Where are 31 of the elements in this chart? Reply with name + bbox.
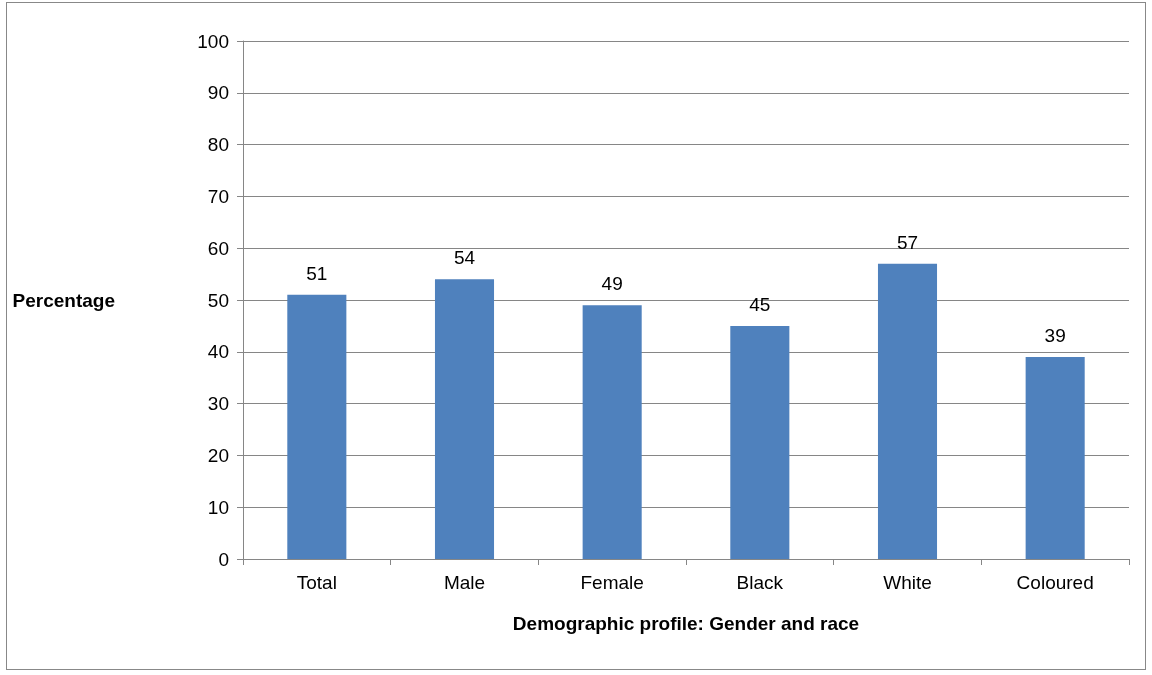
bar — [877, 263, 938, 559]
x-tick-label: Female — [580, 572, 644, 593]
data-label: 54 — [453, 247, 476, 269]
data-label: 45 — [749, 293, 771, 315]
y-tick-label: 50 — [207, 289, 229, 311]
y-tick-label: 90 — [207, 82, 229, 104]
bar — [287, 294, 347, 559]
x-tick-label: Black — [736, 572, 784, 593]
bar — [434, 279, 495, 559]
x-tick-label: Total — [296, 572, 337, 593]
y-tick-label: 80 — [207, 134, 229, 156]
y-tick-label: 100 — [197, 30, 229, 52]
data-label: 57 — [896, 231, 919, 253]
data-label: 51 — [306, 262, 328, 284]
y-tick-label: 0 — [218, 548, 229, 570]
y-tick-label: 70 — [207, 185, 229, 207]
y-tick-label: 60 — [207, 237, 229, 259]
bar — [730, 325, 790, 559]
x-axis-title: Demographic profile: Gender and race — [512, 613, 860, 634]
data-label: 39 — [1044, 324, 1066, 346]
y-tick-label: 40 — [207, 341, 229, 363]
y-tick-label: 10 — [207, 496, 229, 518]
x-tick-label: Coloured — [1016, 572, 1094, 593]
y-axis-title: Percentage — [12, 289, 115, 311]
y-tick-label: 30 — [207, 393, 229, 415]
bar — [582, 305, 642, 559]
data-label: 49 — [601, 273, 623, 295]
x-tick-label: Male — [443, 572, 486, 593]
x-tick-label: White — [883, 572, 932, 593]
y-tick-label: 20 — [207, 444, 229, 466]
bar — [1025, 356, 1085, 559]
